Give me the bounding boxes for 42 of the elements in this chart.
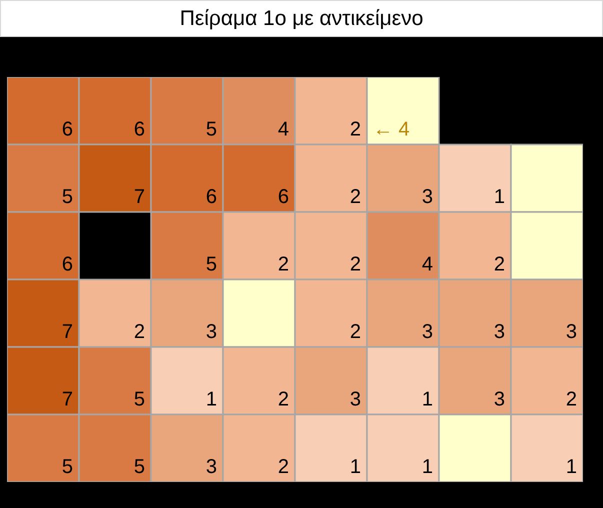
annotation: ← 4 [373,118,410,140]
data-label: 1 [422,456,433,478]
data-label: 6 [206,186,217,208]
data-label: 5 [206,254,217,276]
data-label: 3 [350,388,361,410]
data-label: 1 [494,186,505,208]
data-label: 1 [566,456,577,478]
data-label: 2 [134,321,145,343]
data-label: 5 [62,186,73,208]
data-label: 2 [278,388,289,410]
data-label: 7 [134,186,145,208]
data-label: 6 [278,186,289,208]
data-label: 6 [62,118,73,140]
data-label: 3 [422,321,433,343]
data-label: 3 [206,456,217,478]
data-label: 1 [206,388,217,410]
data-label: 7 [62,321,73,343]
data-label: 4 [278,118,289,140]
data-label: 4 [422,254,433,276]
data-label: 2 [566,388,577,410]
data-label: 5 [134,456,145,478]
data-label: 2 [350,186,361,208]
data-label: 5 [206,118,217,140]
data-label: 3 [494,388,505,410]
data-label: 2 [350,118,361,140]
data-label: 3 [494,321,505,343]
data-label: 3 [206,321,217,343]
data-label: 3 [566,321,577,343]
data-label: 2 [278,254,289,276]
data-label: 6 [134,118,145,140]
data-label: 3 [422,186,433,208]
data-label: 5 [134,388,145,410]
data-label: 1 [350,456,361,478]
data-label: 7 [62,388,73,410]
data-label: 2 [350,321,361,343]
data-label: 5 [62,456,73,478]
data-label: 2 [278,456,289,478]
data-label: 2 [494,254,505,276]
data-label: 2 [350,254,361,276]
data-label: 6 [62,254,73,276]
data-label: 1 [422,388,433,410]
chart-title: Πείραμα 1ο με αντικείμενο [0,0,603,37]
